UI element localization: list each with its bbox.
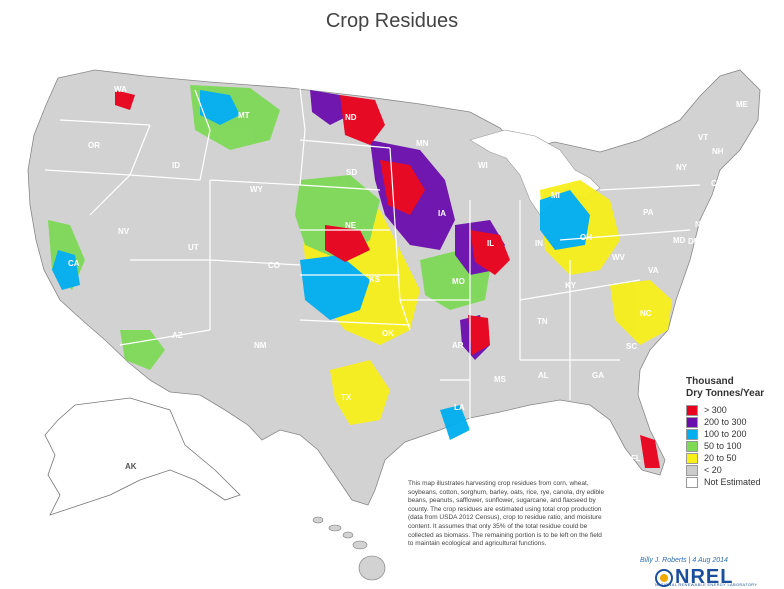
state-label-mi: MI — [551, 191, 560, 200]
state-label-wv: WV — [612, 253, 626, 262]
state-label-fl: FL — [631, 454, 641, 463]
state-label-oh: OH — [580, 233, 592, 242]
state-label-mo: MO — [452, 277, 465, 286]
nrel-logo-subtitle: NATIONAL RENEWABLE ENERGY LABORATORY — [655, 582, 758, 587]
state-label-nj: NJ — [695, 220, 705, 229]
state-label-ok: OK — [382, 329, 394, 338]
legend-label: 100 to 200 — [704, 429, 747, 439]
state-label-ri: RI — [727, 178, 735, 187]
nrel-logo-text: NREL — [675, 566, 734, 588]
legend-swatch — [686, 464, 698, 476]
state-label-mt: MT — [238, 111, 250, 120]
state-label-mn: MN — [416, 139, 429, 148]
state-label-il: IL — [487, 239, 494, 248]
state-label-ms: MS — [494, 375, 507, 384]
credit-line: Billy J. Roberts | 4 Aug 2014 — [640, 557, 728, 564]
state-label-sc: SC — [626, 342, 637, 351]
legend-label: < 20 — [704, 465, 722, 475]
map-legend: Thousand Dry Tonnes/Year > 300 200 to 300… — [686, 376, 778, 488]
state-label-nh: NH — [712, 147, 724, 156]
map-description: This map illustrates harvesting crop res… — [408, 480, 605, 548]
state-label-wy: WY — [250, 185, 264, 194]
state-label-ut: UT — [188, 243, 199, 252]
state-label-nc: NC — [640, 309, 652, 318]
legend-label: 20 to 50 — [704, 453, 737, 463]
state-label-al: AL — [538, 371, 549, 380]
state-label-vt: VT — [698, 133, 708, 142]
state-label-ma: MA — [730, 165, 743, 174]
legend-swatch — [686, 440, 698, 452]
legend-swatch — [686, 404, 698, 416]
state-label-nv: NV — [118, 227, 130, 236]
legend-swatch — [686, 476, 698, 488]
legend-item: 50 to 100 — [686, 440, 778, 452]
state-label-me: ME — [736, 100, 749, 109]
state-label-tn: TN — [537, 317, 548, 326]
state-label-sd: SD — [346, 168, 357, 177]
state-label-ne: NE — [345, 221, 357, 230]
map-title: Crop Residues — [325, 10, 459, 32]
state-label-tx: TX — [341, 393, 352, 402]
state-label-in: IN — [535, 239, 543, 248]
legend-label: Not Estimated — [704, 477, 761, 487]
legend-title-line1: Thousand — [686, 376, 734, 387]
state-label-ia: IA — [438, 209, 446, 218]
state-labels: WA OR CA ID NV MT WY UT AZ CO NM ND SD NE KS OK TX MN IA MO… — [68, 85, 749, 550]
state-label-pa: PA — [643, 208, 654, 217]
hawaii-islands — [312, 516, 386, 581]
residue-regions — [48, 85, 672, 468]
legend-label: 50 to 100 — [704, 441, 742, 451]
legend-item: 200 to 300 — [686, 416, 778, 428]
legend-swatch — [686, 428, 698, 440]
legend-swatch — [686, 452, 698, 464]
legend-item: 100 to 200 — [686, 428, 778, 440]
legend-item: < 20 — [686, 464, 778, 476]
state-label-wa: WA — [114, 85, 127, 94]
state-label-wi: WI — [478, 161, 488, 170]
state-label-ks: KS — [369, 275, 381, 284]
state-label-ct: CT — [711, 179, 722, 188]
state-label-la: LA — [454, 403, 465, 412]
legend-item: > 300 — [686, 404, 778, 416]
state-label-ca: CA — [68, 259, 80, 268]
state-label-nm: NM — [254, 341, 267, 350]
state-label-co: CO — [268, 261, 280, 270]
legend-title-line2: Dry Tonnes/Year — [686, 388, 765, 399]
legend-item: 20 to 50 — [686, 452, 778, 464]
legend-label: > 300 — [704, 405, 727, 415]
state-label-ak: AK — [125, 462, 137, 471]
nrel-logo-icon — [655, 568, 673, 587]
state-label-md: MD — [673, 236, 686, 245]
legend-items: > 300 200 to 300 100 to 200 50 to 100 20 to … — [686, 404, 778, 488]
alaska-outline — [44, 397, 241, 516]
state-label-az: AZ — [172, 331, 183, 340]
state-label-ky: KY — [565, 281, 577, 290]
state-label-hi: HI — [368, 541, 376, 550]
legend-title: Thousand Dry Tonnes/Year — [686, 376, 778, 400]
state-label-nd: ND — [345, 113, 357, 122]
legend-swatch — [686, 416, 698, 428]
state-label-va: VA — [648, 266, 659, 275]
state-label-ar: AR — [452, 341, 464, 350]
state-label-or: OR — [88, 141, 100, 150]
state-borders — [44, 87, 701, 430]
legend-label: 200 to 300 — [704, 417, 747, 427]
state-label-ny: NY — [676, 163, 688, 172]
state-label-id: ID — [172, 161, 180, 170]
legend-item: Not Estimated — [686, 476, 778, 488]
state-label-ga: GA — [592, 371, 604, 380]
state-label-de: DE — [688, 237, 700, 246]
nrel-logo: NREL — [655, 566, 733, 589]
